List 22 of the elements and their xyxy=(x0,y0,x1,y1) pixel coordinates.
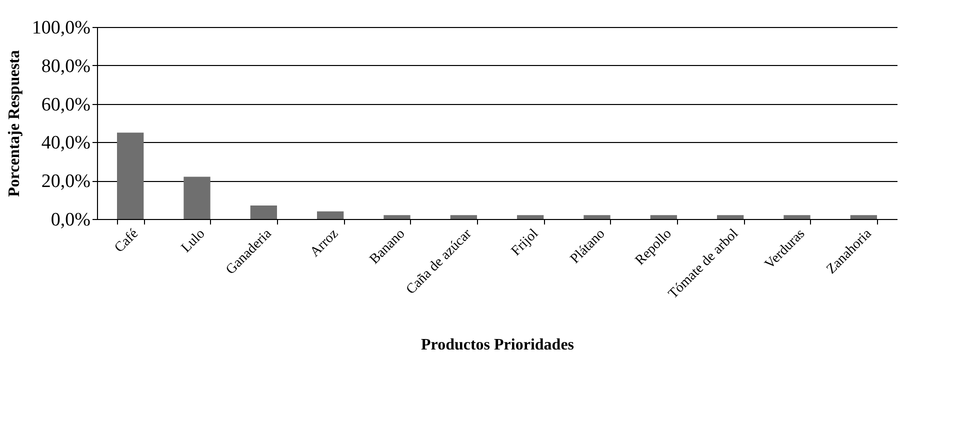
bar xyxy=(850,215,877,219)
bar xyxy=(784,215,810,219)
bar xyxy=(450,215,477,219)
bar xyxy=(250,206,277,219)
bar xyxy=(384,215,410,219)
bar xyxy=(117,132,144,219)
bar xyxy=(184,176,210,219)
y-tick-label: 0,0% xyxy=(50,210,91,230)
y-tick-label: 60,0% xyxy=(41,94,91,116)
bar xyxy=(517,215,544,219)
x-axis-title: Productos Prioridades xyxy=(420,336,574,354)
y-axis-title: Porcentaje Respuesta xyxy=(6,50,23,197)
y-tick-label: 80,0% xyxy=(41,56,91,77)
y-tick-label: 20,0% xyxy=(41,171,91,192)
bar xyxy=(650,215,677,219)
bar xyxy=(584,215,610,219)
y-tick-label: 40,0% xyxy=(41,132,91,154)
bar xyxy=(317,211,344,219)
bar xyxy=(717,215,744,219)
x-tick-label: Lulo xyxy=(178,226,208,256)
y-tick-label: 100,0% xyxy=(32,18,91,38)
x-tick-label: Café xyxy=(112,226,142,256)
